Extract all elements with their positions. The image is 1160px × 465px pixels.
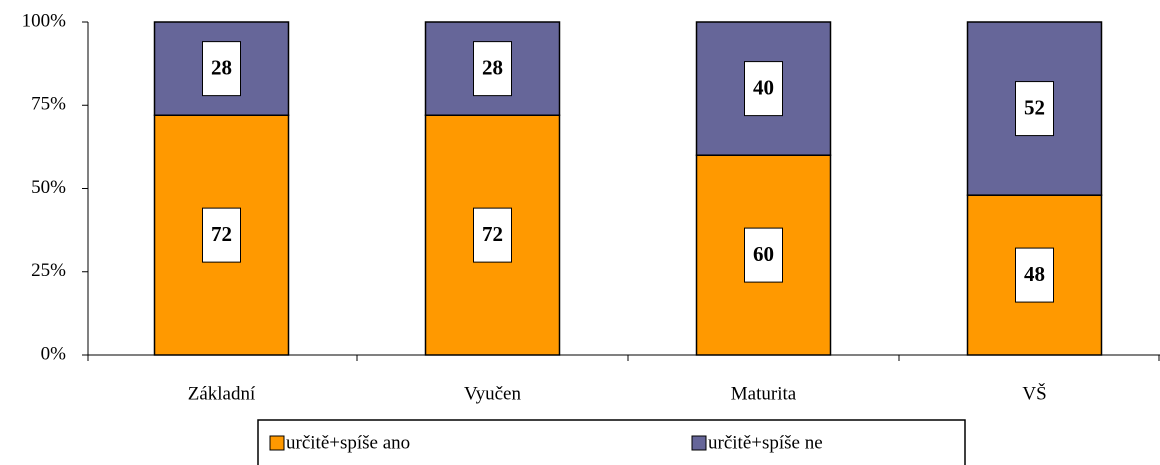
value-label: 48: [1024, 262, 1045, 286]
y-tick-label: 100%: [22, 10, 67, 31]
legend-box: [257, 419, 966, 465]
value-label-box: [473, 207, 512, 263]
legend-label: určitě+spíše ano: [286, 432, 410, 453]
value-label: 52: [1024, 95, 1045, 119]
x-tick-label: Maturita: [731, 383, 797, 404]
bar-segment: [153, 21, 290, 116]
value-label: 60: [753, 242, 774, 266]
value-label-box: [1015, 81, 1054, 137]
value-label: 28: [482, 55, 503, 79]
y-tick-label: 50%: [31, 177, 66, 198]
legend-label: určitě+spíše ne: [708, 432, 823, 453]
value-label-box: [744, 61, 783, 117]
value-label-box: [202, 41, 241, 97]
value-label-box: [202, 207, 241, 263]
bar-segment: [966, 21, 1103, 196]
value-label-box: [744, 227, 783, 283]
legend-swatch: [691, 435, 707, 451]
value-label: 28: [211, 55, 232, 79]
value-label: 72: [211, 222, 232, 246]
value-label-box: [473, 41, 512, 97]
y-tick-label: 75%: [31, 94, 66, 115]
y-tick-label: 25%: [31, 260, 66, 281]
value-label-box: [1015, 247, 1054, 303]
x-tick-label: Vyučen: [464, 383, 521, 404]
x-tick-label: VŠ: [1022, 382, 1046, 404]
value-label: 40: [753, 75, 774, 99]
value-label: 72: [482, 222, 503, 246]
x-tick-label: Základní: [188, 383, 256, 404]
legend-swatch: [269, 435, 285, 451]
y-tick-label: 0%: [41, 343, 67, 364]
